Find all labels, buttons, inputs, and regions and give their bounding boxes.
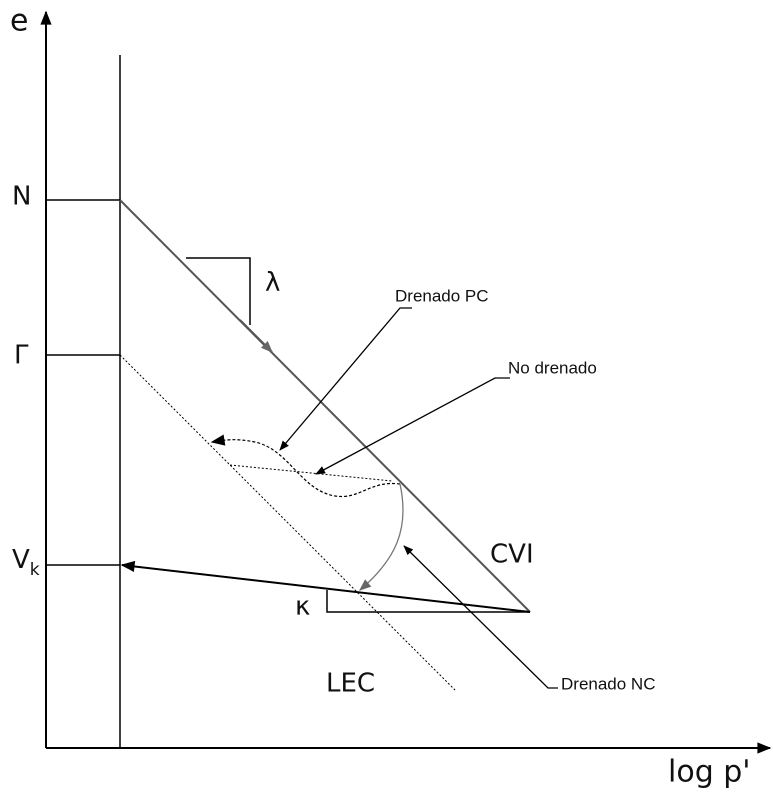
lambda-label: λ xyxy=(265,268,280,298)
unloading-line xyxy=(120,560,531,613)
y-label: e xyxy=(10,4,28,39)
drained-pc-path xyxy=(210,434,401,498)
drenado-nc-label: Drenado NC xyxy=(561,674,656,693)
vk-main: V xyxy=(12,545,30,575)
x-label: log p' xyxy=(668,755,751,790)
undrained-path xyxy=(229,464,393,482)
vk-sub: k xyxy=(30,560,40,580)
kappa-label: κ xyxy=(295,592,310,622)
lec-label: LEC xyxy=(326,669,375,699)
gamma-label: Γ xyxy=(14,341,29,371)
kappa-triangle xyxy=(326,590,530,613)
ncl-arrow xyxy=(239,319,273,353)
ncl-line xyxy=(119,199,531,613)
drenado-nc-leader xyxy=(403,545,558,689)
no-drenado-leader xyxy=(315,377,510,475)
drenado-pc-label: Drenado PC xyxy=(395,286,489,305)
vk-label: Vk xyxy=(12,545,40,581)
n-label: N xyxy=(12,182,31,212)
no-drenado-label: No drenado xyxy=(508,358,597,377)
lambda-triangle xyxy=(186,257,251,325)
cvi-label: CVI xyxy=(490,540,534,570)
csl-line xyxy=(119,354,456,691)
drenado-pc-leader xyxy=(279,307,412,451)
drained-nc-path xyxy=(359,483,404,591)
